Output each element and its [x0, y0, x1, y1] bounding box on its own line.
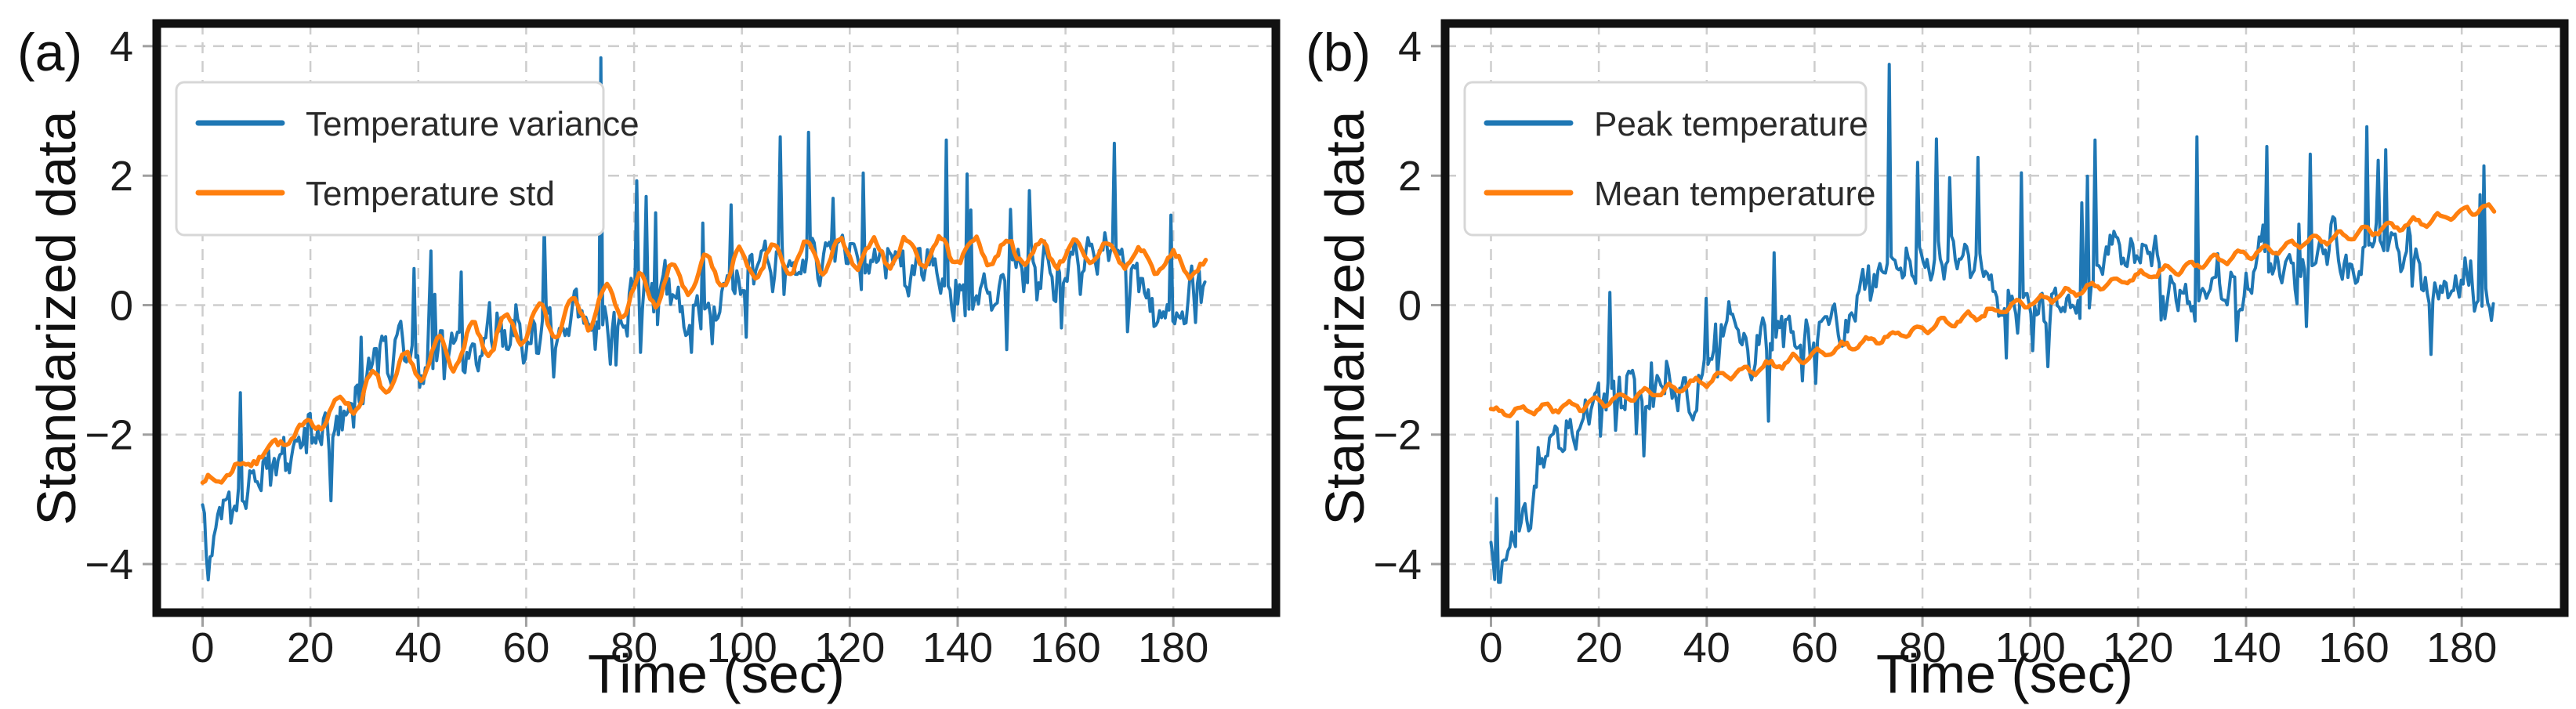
x-tick-label: 120: [814, 624, 885, 671]
plot-border: [152, 19, 1281, 617]
x-tick-label: 40: [395, 624, 442, 671]
x-tick-label: 20: [287, 624, 334, 671]
y-tick-label: 2: [110, 153, 133, 200]
x-tick-label: 80: [610, 624, 658, 671]
x-tick-label: 40: [1683, 624, 1730, 671]
legend-label: Peak temperature: [1594, 105, 1868, 143]
x-tick-label: 140: [922, 624, 993, 671]
y-tick-label: −4: [85, 541, 133, 588]
chart-panel-a: 0 20 40 60 80 100 120 140 160 180 −4 −2 0 2 4 Temperat…: [17, 19, 1281, 704]
series-line-temperature-std: [200, 233, 1208, 485]
legend-b: Peak temperature Mean temperature: [1463, 81, 1876, 237]
series-line-mean-temperature: [1488, 202, 2497, 418]
x-tick-label: 120: [2103, 624, 2173, 671]
x-tick-label: 80: [1899, 624, 1946, 671]
x-axis-title: Time (sec): [1876, 643, 2133, 704]
y-axis-title: Standarized data: [26, 110, 87, 525]
y-tick-label: 0: [110, 283, 133, 330]
chart-panel-b: 0 20 40 60 80 100 120 140 160 180 −4 −2 0 2 4 Peak tem…: [1288, 0, 2576, 709]
chart-a-canvas: 0 20 40 60 80 100 120 140 160 180 −4 −2 0 2 4 Temperat…: [17, 19, 1281, 704]
x-tick-label: 140: [2211, 624, 2281, 671]
x-tick-label: 160: [2319, 624, 2389, 671]
x-axis-title: Time (sec): [588, 643, 845, 704]
x-tick-label: 60: [502, 624, 549, 671]
panel-label: (a): [17, 23, 82, 82]
x-tick-label: 0: [190, 624, 214, 671]
y-tick-label: 4: [110, 24, 133, 71]
chart-a-plot-layer: 0 20 40 60 80 100 120 140 160 180 −4 −2 0 2 4: [85, 24, 1276, 671]
series-line-temperature-variance: [201, 56, 1207, 582]
y-tick-label: 4: [1398, 24, 1422, 71]
x-tick-label: 100: [707, 624, 777, 671]
x-tick-label: 0: [1479, 624, 1502, 671]
chart-b-plot-layer: 0 20 40 60 80 100 120 140 160 180 −4 −2 0 2 4: [1373, 24, 2564, 671]
x-tick-label: 100: [1995, 624, 2066, 671]
y-tick-label: −2: [1373, 412, 1422, 459]
legend-label: Temperature variance: [306, 105, 639, 143]
y-tick-label: 2: [1398, 153, 1422, 200]
y-tick-label: −2: [85, 412, 133, 459]
y-tick-label: −4: [1373, 541, 1422, 588]
plot-border: [1440, 19, 2569, 617]
legend-a: Temperature variance Temperature std: [175, 81, 639, 237]
chart-b-canvas: 0 20 40 60 80 100 120 140 160 180 −4 −2 0 2 4 Peak tem…: [1306, 19, 2569, 704]
y-tick-label: 0: [1398, 283, 1422, 330]
series-line-peak-temperature: [1489, 63, 2495, 584]
x-tick-label: 20: [1575, 624, 1622, 671]
x-tick-label: 180: [2426, 624, 2497, 671]
legend-label: Temperature std: [306, 175, 555, 213]
panel-label: (b): [1306, 23, 1371, 82]
y-axis-title: Standarized data: [1314, 110, 1375, 525]
legend-label: Mean temperature: [1594, 175, 1876, 213]
x-tick-label: 60: [1791, 624, 1838, 671]
x-tick-label: 180: [1138, 624, 1208, 671]
x-tick-label: 160: [1031, 624, 1101, 671]
